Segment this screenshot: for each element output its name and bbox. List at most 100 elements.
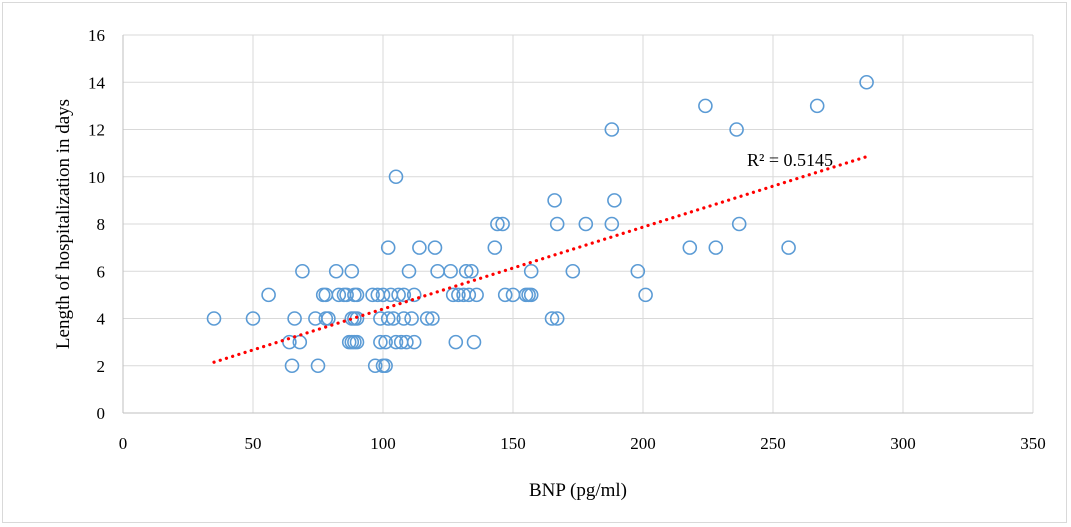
data-point [544, 311, 560, 326]
data-point [349, 287, 365, 303]
data-point [404, 311, 419, 326]
data-point [388, 169, 404, 185]
data-point [373, 334, 388, 350]
x-tick-label: 350 [1020, 434, 1046, 453]
data-point [375, 287, 391, 303]
data-point [399, 334, 414, 350]
x-tick-label: 250 [760, 434, 786, 453]
data-point [630, 263, 646, 279]
data-point [328, 263, 344, 279]
data-point [523, 263, 539, 279]
data-point [458, 263, 474, 279]
data-point [682, 240, 698, 255]
data-point [391, 287, 406, 303]
data-point [344, 263, 360, 279]
data-point [781, 240, 796, 255]
data-point [380, 311, 396, 326]
data-point [380, 240, 396, 255]
data-point [388, 334, 404, 350]
y-tick-label: 10 [88, 168, 105, 187]
data-point [859, 74, 874, 90]
data-point [245, 311, 261, 326]
data-point [287, 311, 302, 326]
x-tick-label: 200 [630, 434, 656, 453]
data-point [490, 216, 505, 232]
data-point [638, 287, 653, 303]
r-squared-label: R² = 0.5145 [747, 150, 833, 170]
data-point [396, 287, 412, 303]
data-point [565, 263, 581, 279]
y-tick-label: 12 [88, 121, 105, 140]
data-point [578, 216, 594, 232]
data-point [604, 122, 620, 137]
data-point [708, 240, 724, 255]
y-tick-label: 8 [97, 215, 106, 234]
data-point [383, 287, 399, 303]
gridlines [123, 34, 1034, 413]
data-point [378, 358, 393, 374]
data-point [523, 287, 539, 303]
data-point [206, 311, 222, 326]
data-point [604, 216, 620, 232]
x-tick-label: 150 [500, 434, 526, 453]
trendline-group [212, 155, 869, 364]
data-point [464, 263, 479, 279]
y-axis-title: Length of hospitalization in days [53, 99, 74, 349]
data-point [295, 263, 310, 279]
data-point [809, 98, 825, 114]
data-point [367, 358, 383, 374]
axes [122, 35, 1033, 414]
data-point [310, 358, 326, 374]
data-point [451, 287, 466, 303]
data-point [261, 287, 276, 303]
x-axis-title: BNP (pg/ml) [529, 480, 627, 501]
data-point [547, 193, 562, 208]
x-tick-label: 0 [119, 434, 128, 453]
data-point [396, 311, 412, 326]
data-points [206, 74, 874, 374]
scatter-chart: 0 2 4 6 8 10 12 14 16 0 50 100 150 200 250 300 350 BNP (… [53, 26, 1046, 501]
data-point [443, 263, 458, 279]
data-point [698, 98, 713, 114]
data-point [427, 240, 443, 255]
data-point [445, 287, 461, 303]
data-point [497, 287, 513, 303]
x-tick-label: 300 [890, 434, 916, 453]
y-tick-label: 14 [88, 73, 106, 92]
data-point [425, 311, 440, 326]
data-point [339, 287, 354, 303]
data-point [284, 358, 300, 374]
data-point [495, 216, 510, 232]
trendline [212, 155, 869, 364]
y-tick-label: 2 [97, 357, 106, 376]
data-point [386, 311, 401, 326]
data-point [461, 287, 477, 303]
data-point [365, 287, 380, 303]
data-point [729, 122, 744, 137]
x-tick-label: 50 [245, 434, 262, 453]
data-point [469, 287, 484, 303]
data-point [406, 334, 422, 350]
data-point [731, 216, 747, 232]
data-point [466, 334, 482, 350]
data-point [607, 193, 622, 208]
data-point [401, 263, 417, 279]
tick-labels: 0 2 4 6 8 10 12 14 16 0 50 100 150 200 250 300 350 [88, 26, 1046, 453]
data-point [406, 287, 422, 303]
y-tick-label: 0 [97, 404, 106, 423]
data-point [321, 311, 336, 326]
y-tick-label: 4 [97, 310, 106, 329]
y-tick-label: 6 [97, 262, 106, 281]
data-point [378, 334, 393, 350]
data-point [549, 216, 565, 232]
data-point [349, 334, 365, 350]
data-point [549, 311, 565, 326]
data-point [412, 240, 427, 255]
data-point [331, 287, 347, 303]
data-point [419, 311, 435, 326]
data-point [448, 334, 464, 350]
y-tick-label: 16 [88, 26, 105, 45]
x-tick-label: 100 [370, 434, 396, 453]
data-point [487, 240, 503, 255]
